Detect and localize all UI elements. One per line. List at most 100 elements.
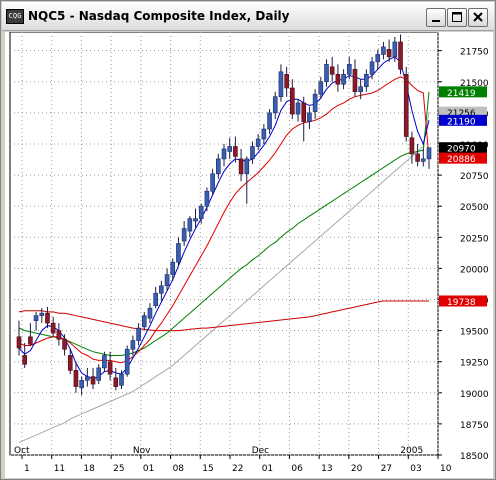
candle-up <box>216 158 221 175</box>
candle-up <box>136 327 141 341</box>
candle-up <box>33 315 39 321</box>
candle-up <box>176 243 181 263</box>
candle-down <box>113 377 119 387</box>
candle-up <box>39 312 45 316</box>
candle-up <box>141 315 147 328</box>
maximize-button[interactable] <box>447 8 467 27</box>
candle-up <box>210 173 215 192</box>
candle-up <box>295 102 301 115</box>
candle-down <box>28 336 33 345</box>
candle-up <box>261 128 267 140</box>
candle-up <box>124 348 130 375</box>
plot-frame <box>9 32 439 456</box>
candle-down <box>301 102 307 122</box>
candle-down <box>409 137 415 155</box>
candle-down <box>56 330 62 340</box>
candle-down <box>107 361 113 375</box>
candle-up <box>341 73 346 85</box>
price-tag-label: 21256 <box>447 109 476 119</box>
candle-up <box>381 46 386 55</box>
candle-up <box>421 158 426 162</box>
candle-up <box>221 148 227 160</box>
candle-down <box>90 376 96 385</box>
candle-up <box>358 86 363 93</box>
candle-up <box>307 112 312 122</box>
price-tag-label: 19738 <box>447 298 476 308</box>
price-tag-label: 20886 <box>447 155 476 165</box>
window-title: NQC5 - Nasdaq Composite Index, Daily <box>28 9 290 23</box>
x-tick-label: 27 <box>381 464 392 474</box>
y-tick-label: 20500 <box>460 203 489 213</box>
price-tag <box>439 106 487 118</box>
maximize-icon <box>452 12 462 22</box>
x-tick-label: 08 <box>173 464 185 474</box>
month-label: Oct <box>14 446 30 456</box>
plot-area[interactable]: 1850018750190001925019500197502000020250… <box>5 32 493 478</box>
candle-down <box>386 49 392 58</box>
y-tick-label: 19500 <box>460 328 489 338</box>
candle-up <box>198 205 204 219</box>
month-label: 2005 <box>400 446 423 456</box>
price-tag <box>439 114 487 126</box>
price-chart[interactable]: 1850018750190001925019500197502000020250… <box>5 32 493 478</box>
candle-up <box>187 218 193 232</box>
candle-down <box>16 336 22 349</box>
x-tick-label: 01 <box>262 464 273 474</box>
candle-down <box>238 158 244 175</box>
candle-down <box>290 87 295 115</box>
candle-up <box>130 340 136 350</box>
ma-long-line <box>18 112 430 444</box>
x-tick-label: 1 <box>24 464 30 474</box>
price-tag-label: 20970 <box>447 145 476 155</box>
candle-up <box>392 41 398 58</box>
x-tick-label: 25 <box>113 464 124 474</box>
title-bar[interactable]: CQG NQC5 - Nasdaq Composite Index, Daily <box>2 2 494 31</box>
candle-up <box>96 367 102 381</box>
month-label: Dec <box>252 446 269 456</box>
candle-up <box>79 380 84 389</box>
candle-up <box>267 112 272 130</box>
price-tag-label: 21419 <box>447 89 476 99</box>
candle-up <box>119 373 124 386</box>
candle-up <box>159 285 164 294</box>
x-tick-label: 13 <box>321 464 332 474</box>
x-tick-label: 10 <box>440 464 452 474</box>
ma-slow-line <box>18 300 429 332</box>
candle-down <box>329 66 335 75</box>
minimize-button[interactable] <box>426 8 446 27</box>
y-tick-label: 21750 <box>460 48 489 58</box>
candle-down <box>50 322 56 334</box>
y-tick-label: 19000 <box>460 390 489 400</box>
x-tick-label: 03 <box>410 464 421 474</box>
candle-up <box>204 190 210 207</box>
candle-down <box>62 338 67 350</box>
minimize-icon <box>432 20 440 22</box>
x-tick-label: 22 <box>232 464 243 474</box>
y-tick-label: 18750 <box>460 421 489 431</box>
candle-up <box>318 81 324 95</box>
candle-up <box>426 147 432 160</box>
app-icon: CQG <box>6 9 24 24</box>
close-button[interactable] <box>468 8 488 27</box>
x-tick-label: 11 <box>54 464 65 474</box>
candle-down <box>73 370 79 387</box>
price-tag-label: 21190 <box>447 117 476 127</box>
candle-down <box>284 73 289 89</box>
x-tick-label: 15 <box>202 464 213 474</box>
y-tick-label: 20750 <box>460 172 489 182</box>
candle-down <box>233 146 238 157</box>
candle-up <box>250 146 255 160</box>
candle-up <box>164 274 170 287</box>
y-tick-label: 18500 <box>460 452 489 462</box>
candle-up <box>85 376 90 381</box>
candle-up <box>272 96 278 114</box>
candle-down <box>403 73 409 137</box>
candle-up <box>312 93 318 112</box>
month-label: Nov <box>133 446 151 456</box>
candle-up <box>278 71 284 97</box>
x-tick-label: 06 <box>291 464 303 474</box>
price-tag <box>439 152 487 164</box>
candle-up <box>170 261 176 275</box>
candle-up <box>244 158 250 175</box>
